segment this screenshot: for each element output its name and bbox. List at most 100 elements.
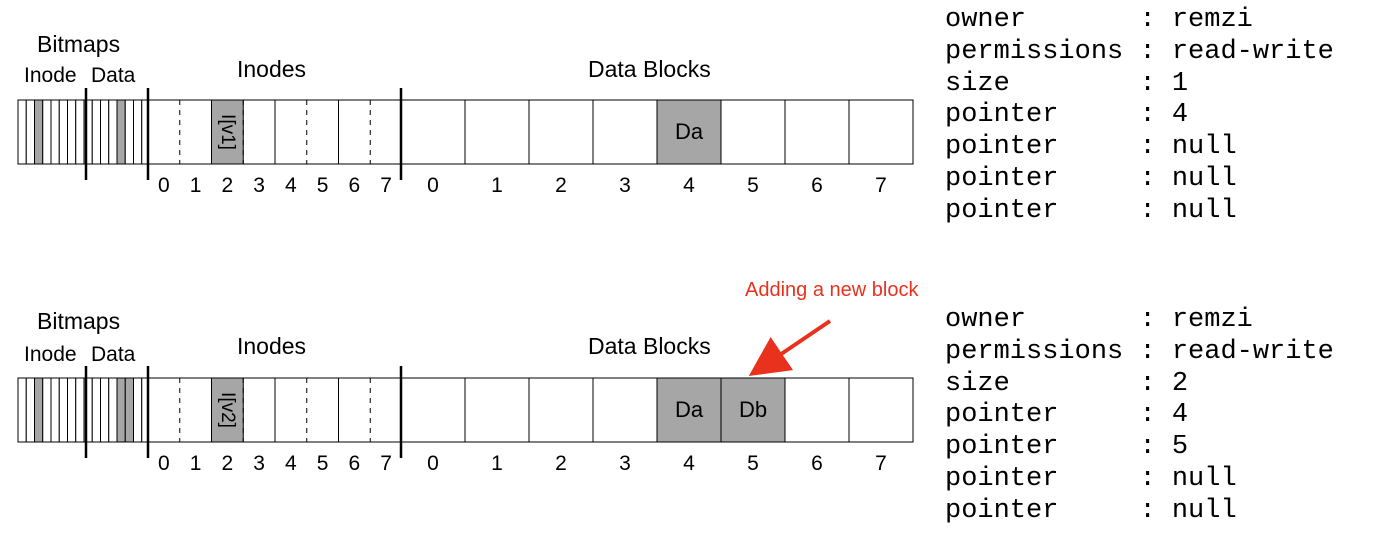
metadata-separator: : [1139,495,1172,526]
metadata-key: size [945,68,1140,99]
inode-number: 2 [221,452,234,475]
data-block-label: Da [674,119,704,144]
data-block-7 [848,99,914,165]
data-block-5 [720,99,786,165]
metadata-value: remzi [1171,5,1253,35]
inode-bitmap-label: Inode [24,64,77,87]
data-block-5 [720,377,786,443]
metadata-key: pointer [945,163,1140,194]
metadata-row: pointer : 4 [945,100,1334,132]
data-bitmap-bit-6 [133,377,143,443]
disk-layout [17,88,914,180]
inode-cell-filled [211,99,244,165]
metadata-row: pointer : null [945,196,1334,228]
block-number: 5 [747,452,759,475]
metadata-row: size : 1 [945,69,1334,101]
data-blocks-label: Data Blocks [588,333,711,359]
metadata-value: 5 [1171,432,1189,463]
data-bitmap-bit-5 [124,377,134,443]
block-number: 5 [747,174,759,197]
inode-number: 4 [285,452,297,475]
inode-number: 4 [285,174,297,197]
metadata-separator: : [1139,163,1172,194]
block-number: 4 [683,452,695,475]
inode-bitmap-label: Inode [24,343,77,366]
block-number: 1 [491,452,503,475]
inode-bitmap-bit-1 [25,377,35,443]
inode-bitmap-bit-4 [50,377,60,443]
inode-number: 5 [316,452,329,475]
inode-box-label: I[v2] [217,392,239,428]
metadata-separator: : [1139,195,1172,226]
metadata-key: pointer [945,463,1140,494]
inode-number: 0 [158,452,170,475]
block-number: 0 [427,174,439,197]
metadata-separator: : [1139,368,1172,399]
inodes-label: Inodes [237,56,307,82]
metadata-row: pointer : 5 [945,432,1334,464]
metadata-value: null [1171,132,1237,163]
inode-number: 7 [380,174,392,197]
diagram-before: Bitmaps Inode Data Inodes Data Blocks ow… [0,0,1390,268]
inode-bitmap-bit-6 [67,377,77,443]
data-bitmap-bit-3 [108,377,118,443]
inode-number: 6 [348,174,361,197]
metadata-row: pointer : 4 [945,400,1334,432]
metadata-row: pointer : null [945,496,1334,528]
block-number: 7 [875,452,887,475]
block-number: 6 [811,174,823,197]
metadata-row: pointer : null [945,132,1334,164]
inode-metadata: owner : remzi permissions : read-write siz… [945,305,1334,528]
data-block-label: Da [674,397,704,422]
data-bitmap-bit-2 [100,377,110,443]
metadata-separator: : [1139,36,1172,67]
metadata-key: pointer [945,495,1140,526]
metadata-row: owner : remzi [945,305,1334,337]
metadata-row: size : 2 [945,369,1334,401]
metadata-separator: : [1139,400,1172,431]
metadata-separator: : [1139,100,1172,131]
data-block-6 [784,377,850,443]
inode-metadata: owner : remzi permissions : read-write siz… [945,5,1334,228]
metadata-separator: : [1139,132,1172,163]
block-number: 3 [619,452,631,475]
inode-bitmap-bit-3 [42,377,52,443]
data-block-3 [592,99,658,165]
block-number: 0 [427,452,439,475]
inode-bitmap-bit-5 [58,377,68,443]
metadata-key: pointer [945,400,1140,431]
inode-cell-filled [211,377,244,443]
data-block-2 [528,377,594,443]
metadata-key: size [945,368,1140,399]
block-number: 3 [619,174,631,197]
metadata-separator: : [1139,336,1172,367]
metadata-value: null [1171,195,1237,226]
diagram-after: Bitmaps Inode Data Inodes Data Blocks ow… [0,269,1390,537]
metadata-row: pointer : null [945,164,1334,196]
metadata-value: 4 [1171,400,1189,431]
data-bitmap-label: Data [91,64,136,87]
inodes-label: Inodes [237,333,307,359]
metadata-key: pointer [945,432,1140,463]
block-number: 7 [875,174,887,197]
metadata-value: 4 [1171,100,1189,131]
metadata-separator: : [1139,463,1172,494]
inode-number: 5 [316,174,329,197]
data-block-4 [656,99,722,165]
metadata-key: pointer [945,132,1140,163]
data-blocks-label: Data Blocks [588,56,711,82]
metadata-row: owner : remzi [945,5,1334,37]
inode-bitmap-bit-2 [34,377,44,443]
metadata-key: permissions [945,36,1140,67]
data-block-1 [464,377,530,443]
metadata-value: null [1171,463,1237,494]
data-block-0 [400,377,466,443]
inode-number: 0 [158,174,170,197]
metadata-key: permissions [945,336,1140,367]
block-number: 4 [683,174,695,197]
inode-number: 7 [380,452,392,475]
inode-bitmap-bit-7 [75,377,85,443]
metadata-separator: : [1139,432,1172,463]
metadata-separator: : [1139,305,1172,335]
